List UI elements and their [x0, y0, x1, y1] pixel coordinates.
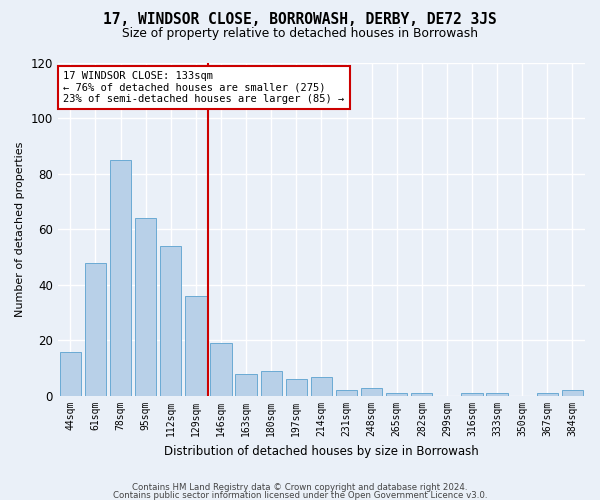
Bar: [85, 262, 106, 396]
Bar: [562, 390, 583, 396]
Bar: [361, 388, 382, 396]
Bar: [536, 394, 558, 396]
Bar: [211, 343, 232, 396]
Y-axis label: Number of detached properties: Number of detached properties: [15, 142, 25, 317]
Bar: [311, 376, 332, 396]
Bar: [487, 394, 508, 396]
Bar: [59, 352, 81, 396]
Bar: [286, 380, 307, 396]
X-axis label: Distribution of detached houses by size in Borrowash: Distribution of detached houses by size …: [164, 444, 479, 458]
Bar: [336, 390, 357, 396]
Bar: [135, 218, 157, 396]
Bar: [110, 160, 131, 396]
Bar: [461, 394, 482, 396]
Bar: [235, 374, 257, 396]
Text: Contains public sector information licensed under the Open Government Licence v3: Contains public sector information licen…: [113, 490, 487, 500]
Bar: [386, 394, 407, 396]
Bar: [411, 394, 433, 396]
Text: 17 WINDSOR CLOSE: 133sqm
← 76% of detached houses are smaller (275)
23% of semi-: 17 WINDSOR CLOSE: 133sqm ← 76% of detach…: [63, 71, 344, 104]
Text: Contains HM Land Registry data © Crown copyright and database right 2024.: Contains HM Land Registry data © Crown c…: [132, 484, 468, 492]
Bar: [185, 296, 206, 396]
Bar: [260, 371, 282, 396]
Text: Size of property relative to detached houses in Borrowash: Size of property relative to detached ho…: [122, 28, 478, 40]
Text: 17, WINDSOR CLOSE, BORROWASH, DERBY, DE72 3JS: 17, WINDSOR CLOSE, BORROWASH, DERBY, DE7…: [103, 12, 497, 28]
Bar: [160, 246, 181, 396]
